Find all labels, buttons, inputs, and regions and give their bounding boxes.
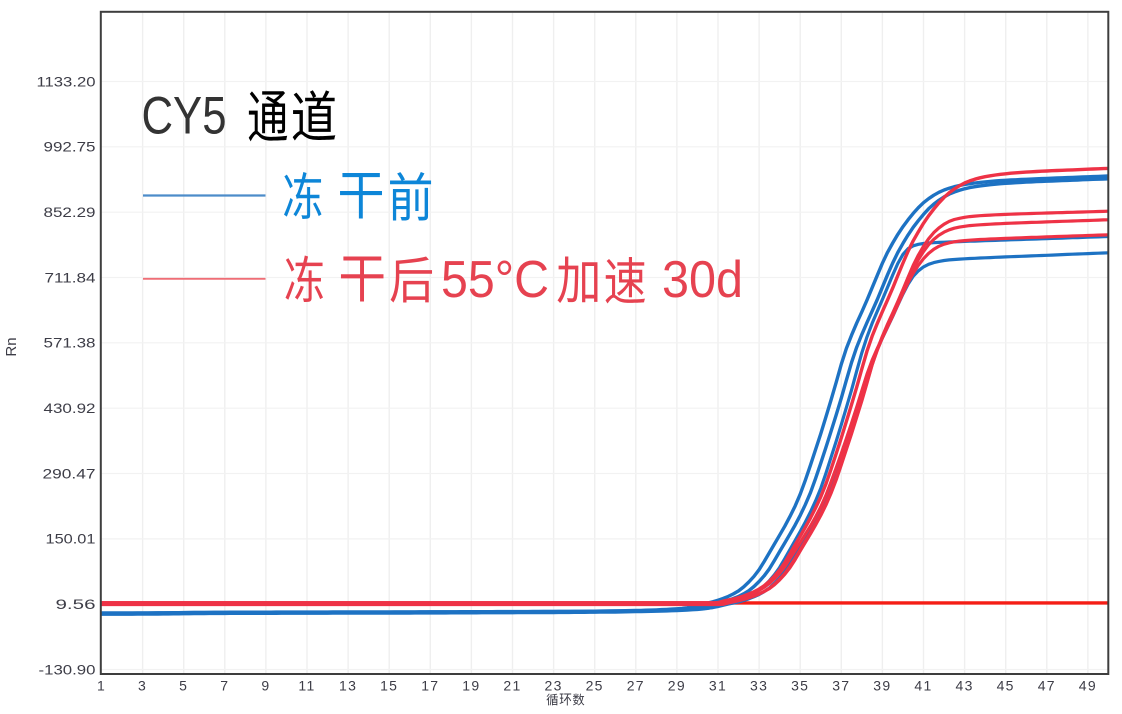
svg-text:21: 21: [503, 678, 521, 694]
svg-text:55°C: 55°C: [441, 251, 549, 309]
svg-text:11: 11: [298, 678, 315, 694]
svg-text:35: 35: [791, 678, 809, 694]
svg-text:27: 27: [627, 678, 645, 694]
svg-text:25: 25: [586, 678, 604, 694]
svg-text:41: 41: [914, 678, 932, 694]
svg-text:1133.20: 1133.20: [37, 73, 96, 89]
svg-text:1: 1: [97, 678, 106, 694]
svg-text:13: 13: [339, 678, 357, 694]
svg-text:43: 43: [956, 678, 974, 694]
svg-text:-130.90: -130.90: [39, 661, 96, 677]
svg-text:37: 37: [832, 678, 850, 694]
svg-text:150.01: 150.01: [46, 531, 96, 547]
svg-text:9.56: 9.56: [56, 596, 96, 612]
svg-text:430.92: 430.92: [44, 400, 96, 416]
svg-text:852.29: 852.29: [44, 204, 96, 220]
svg-text:9: 9: [261, 678, 270, 694]
svg-text:31: 31: [709, 678, 727, 694]
svg-text:711.84: 711.84: [45, 269, 96, 285]
svg-text:19: 19: [462, 678, 480, 694]
svg-text:7: 7: [220, 678, 229, 694]
svg-text:17: 17: [421, 678, 439, 694]
svg-text:49: 49: [1079, 678, 1097, 694]
svg-text:290.47: 290.47: [43, 465, 96, 481]
svg-text:29: 29: [668, 678, 686, 694]
svg-text:47: 47: [1038, 678, 1056, 694]
svg-text:5: 5: [179, 678, 188, 694]
svg-text:992.75: 992.75: [44, 139, 96, 155]
svg-text:39: 39: [873, 678, 891, 694]
svg-text:Rn: Rn: [3, 337, 20, 356]
svg-text:15: 15: [380, 678, 398, 694]
svg-text:45: 45: [997, 678, 1015, 694]
svg-text:571.38: 571.38: [44, 335, 96, 351]
svg-text:23: 23: [545, 678, 563, 694]
svg-text:33: 33: [750, 678, 768, 694]
svg-text:30d: 30d: [662, 251, 743, 309]
svg-text:CY5: CY5: [142, 87, 227, 146]
svg-text:3: 3: [138, 678, 147, 694]
